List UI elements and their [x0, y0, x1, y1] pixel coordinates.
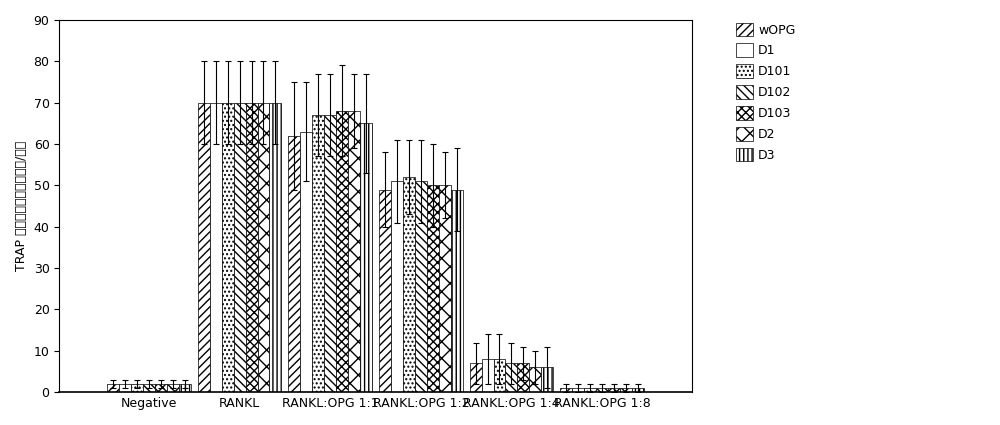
- Bar: [529, 367, 541, 392]
- Bar: [403, 177, 415, 392]
- Bar: [246, 103, 258, 392]
- Bar: [222, 103, 234, 392]
- Bar: [517, 363, 529, 392]
- Legend: wOPG, D1, D101, D102, D103, D2, D3: wOPG, D1, D101, D102, D103, D2, D3: [732, 19, 799, 166]
- Bar: [234, 103, 246, 392]
- Bar: [470, 363, 482, 392]
- Bar: [451, 190, 463, 392]
- Bar: [336, 111, 348, 392]
- Bar: [269, 103, 281, 392]
- Bar: [505, 363, 517, 392]
- Bar: [131, 384, 143, 392]
- Bar: [391, 181, 403, 392]
- Bar: [482, 359, 494, 392]
- Bar: [360, 123, 372, 392]
- Bar: [179, 384, 191, 392]
- Bar: [312, 115, 324, 392]
- Bar: [288, 136, 300, 392]
- Bar: [143, 384, 155, 392]
- Bar: [119, 384, 131, 392]
- Bar: [348, 111, 360, 392]
- Bar: [620, 388, 632, 392]
- Bar: [300, 132, 312, 392]
- Bar: [167, 384, 179, 392]
- Bar: [439, 185, 451, 392]
- Bar: [427, 185, 439, 392]
- Bar: [541, 367, 553, 392]
- Bar: [572, 388, 584, 392]
- Bar: [324, 115, 336, 392]
- Bar: [258, 103, 269, 392]
- Bar: [494, 359, 505, 392]
- Bar: [155, 384, 167, 392]
- Bar: [596, 388, 608, 392]
- Bar: [198, 103, 210, 392]
- Bar: [210, 103, 222, 392]
- Bar: [107, 384, 119, 392]
- Bar: [415, 181, 427, 392]
- Y-axis label: TRAP 阳性多核细胞数目（个/孔）: TRAP 阳性多核细胞数目（个/孔）: [15, 141, 28, 271]
- Bar: [632, 388, 644, 392]
- Bar: [608, 388, 620, 392]
- Bar: [379, 190, 391, 392]
- Bar: [584, 388, 596, 392]
- Bar: [560, 388, 572, 392]
